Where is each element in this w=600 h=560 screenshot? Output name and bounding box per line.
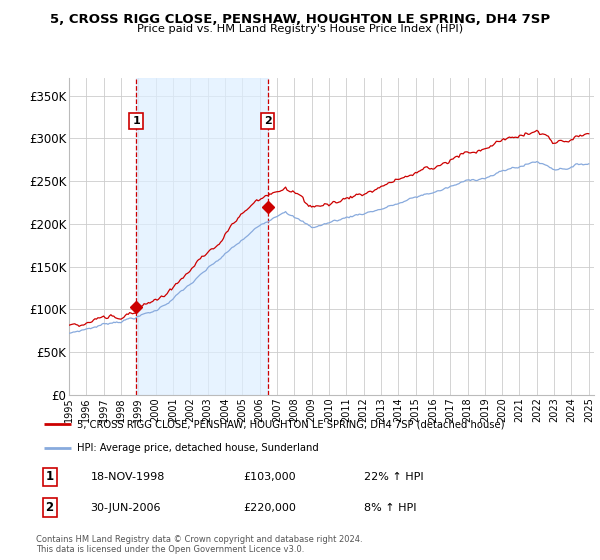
Bar — [136, 78, 268, 395]
Text: 30-JUN-2006: 30-JUN-2006 — [91, 503, 161, 513]
Text: 2: 2 — [263, 116, 271, 126]
Text: 2: 2 — [46, 501, 54, 514]
Text: £103,000: £103,000 — [244, 472, 296, 482]
Text: 1: 1 — [132, 116, 140, 126]
Text: 22% ↑ HPI: 22% ↑ HPI — [364, 472, 423, 482]
Text: 1: 1 — [46, 470, 54, 483]
Text: £220,000: £220,000 — [244, 503, 296, 513]
Text: Price paid vs. HM Land Registry's House Price Index (HPI): Price paid vs. HM Land Registry's House … — [137, 24, 463, 34]
Text: Contains HM Land Registry data © Crown copyright and database right 2024.
This d: Contains HM Land Registry data © Crown c… — [36, 535, 362, 554]
Text: 18-NOV-1998: 18-NOV-1998 — [91, 472, 165, 482]
Text: 8% ↑ HPI: 8% ↑ HPI — [364, 503, 416, 513]
Text: 5, CROSS RIGG CLOSE, PENSHAW, HOUGHTON LE SPRING, DH4 7SP (detached house): 5, CROSS RIGG CLOSE, PENSHAW, HOUGHTON L… — [77, 419, 505, 430]
Text: HPI: Average price, detached house, Sunderland: HPI: Average price, detached house, Sund… — [77, 443, 319, 453]
Text: 5, CROSS RIGG CLOSE, PENSHAW, HOUGHTON LE SPRING, DH4 7SP: 5, CROSS RIGG CLOSE, PENSHAW, HOUGHTON L… — [50, 13, 550, 26]
